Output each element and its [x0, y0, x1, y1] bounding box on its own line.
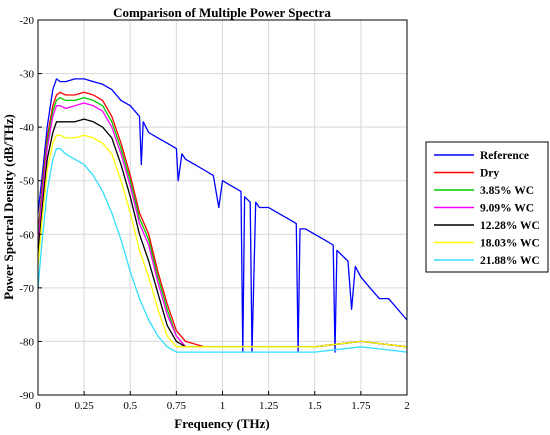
x-tick-label-1: 0.25: [75, 400, 95, 412]
legend: Reference Dry 3.85% WC 9.09% WC 12.28% WC 18.…: [425, 141, 549, 273]
legend-label-4: 12.28% WC: [480, 220, 540, 232]
y-tick-label-7: -20: [19, 15, 34, 27]
series-line-6: [37, 147, 408, 353]
x-axis-ticks: 0 0.25 0.5 0.75 1 1.25 1.5 1.75 2: [35, 391, 410, 412]
legend-label-0: Reference: [480, 150, 529, 162]
x-tick-label-7: 1.75: [351, 400, 371, 412]
y-tick-label-0: -90: [19, 390, 34, 402]
y-tick-label-3: -60: [19, 229, 34, 241]
legend-label-2: 3.85% WC: [480, 185, 534, 197]
x-tick-label-5: 1.25: [259, 400, 279, 412]
legend-label-6: 21.88% WC: [480, 255, 540, 267]
y-tick-label-6: -30: [19, 69, 34, 81]
series-line-0: [37, 78, 408, 353]
x-tick-label-3: 0.75: [167, 400, 187, 412]
x-tick-label-6: 1.5: [308, 400, 322, 412]
y-tick-label-1: -80: [19, 336, 34, 348]
legend-label-3: 9.09% WC: [480, 203, 534, 215]
x-axis-label: Frequency (THz): [174, 416, 269, 431]
y-tick-label-4: -50: [19, 176, 34, 188]
x-tick-label-0: 0: [35, 400, 41, 412]
chart-title: Comparison of Multiple Power Spectra: [113, 5, 331, 20]
y-axis-ticks: -90 -80 -70 -60 -50 -40 -30 -20: [19, 15, 42, 402]
y-tick-label-2: -70: [19, 283, 34, 295]
x-tick-label-4: 1: [220, 400, 226, 412]
y-axis-label: Power Spectral Density (dB/THz): [1, 114, 16, 300]
x-tick-label-2: 0.5: [123, 400, 137, 412]
legend-label-5: 18.03% WC: [480, 238, 540, 250]
x-tick-label-8: 2: [404, 400, 410, 412]
y-tick-label-5: -40: [19, 122, 34, 134]
series-layer: [37, 78, 408, 353]
grid: [37, 19, 408, 396]
series-line-5: [37, 134, 408, 348]
legend-label-1: Dry: [480, 168, 499, 180]
